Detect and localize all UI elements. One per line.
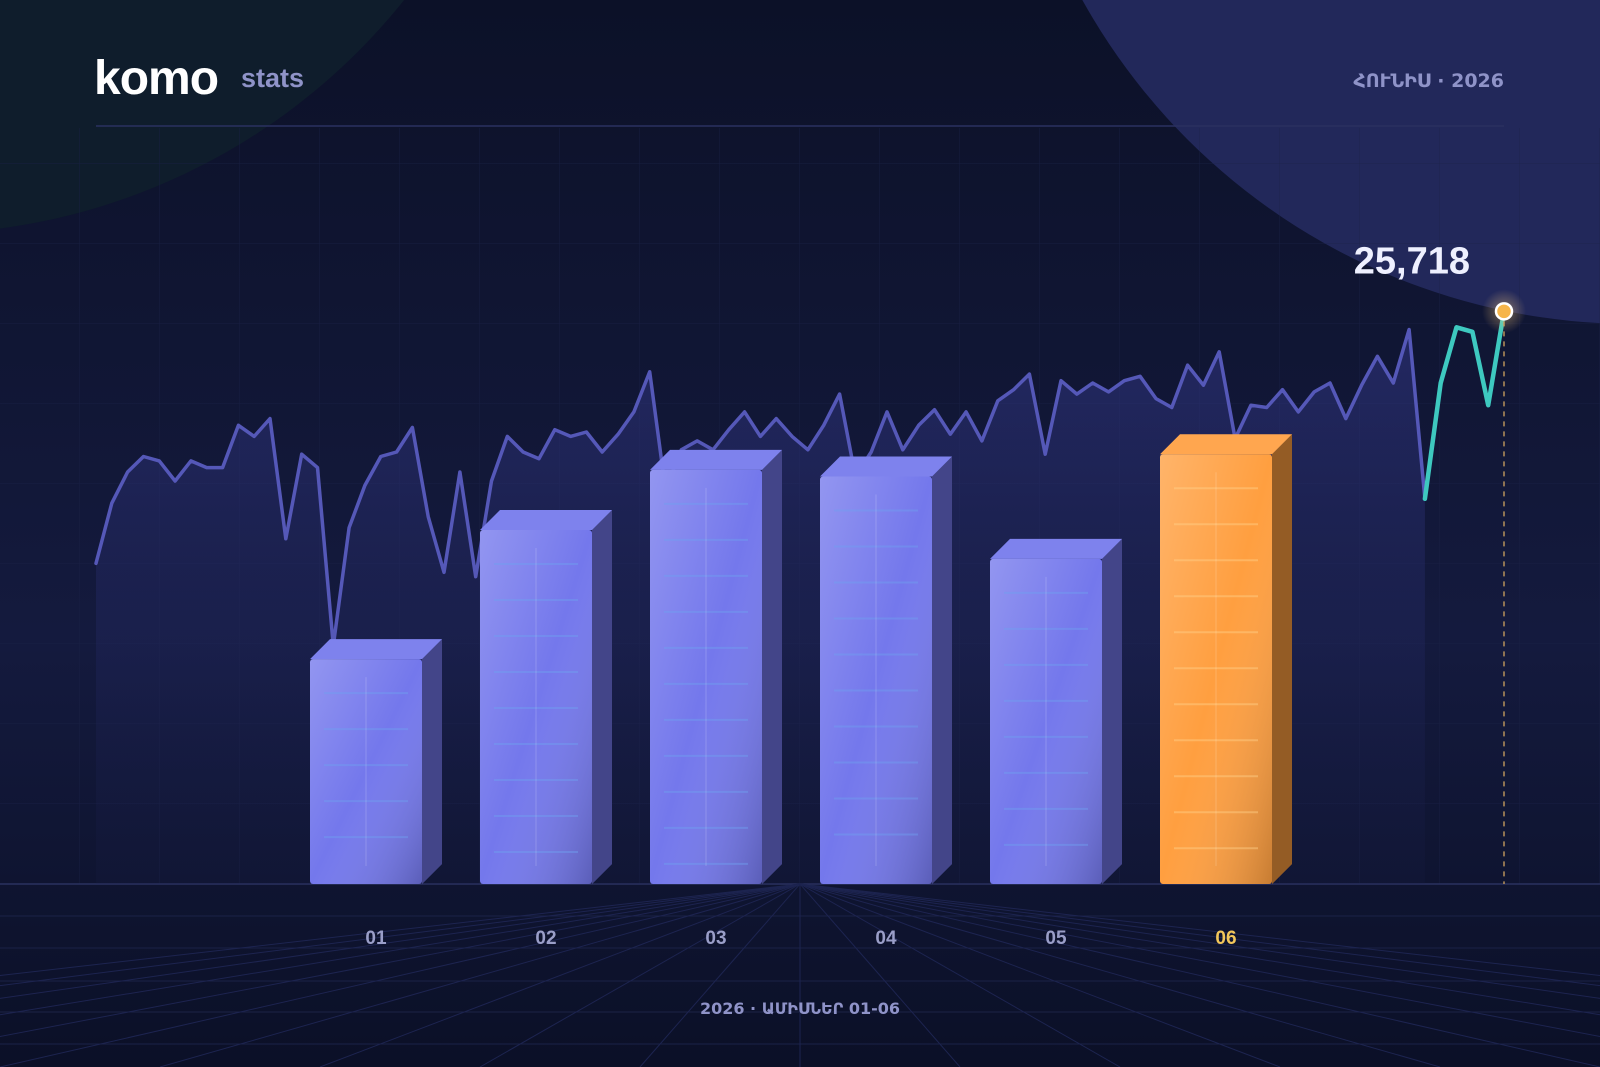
floor-ray: [0, 883, 801, 1067]
bar-top-shade: [480, 509, 612, 530]
bar-side: [932, 456, 952, 884]
floor-ray: [319, 883, 801, 1067]
x-tick-label: 04: [875, 928, 897, 949]
bar-side-shade: [762, 449, 782, 884]
bar-side: [762, 449, 782, 884]
bar-shade: [480, 529, 592, 884]
bar-top-shade: [650, 449, 782, 470]
bar-group: [310, 639, 442, 884]
bar-side-shade: [932, 456, 952, 884]
product-name: stats: [241, 63, 304, 93]
point: [1494, 302, 1514, 321]
floor-ray: [0, 883, 801, 1016]
bar-side: [422, 639, 442, 884]
plot: 25,718 01 02 03 04 05 06: [94, 240, 1526, 949]
floor-ray: [0, 883, 801, 987]
floor-ray: [799, 883, 1441, 1067]
x-tick-label: 06: [1215, 928, 1236, 949]
bar-top-shade: [990, 538, 1122, 559]
floor-ray: [0, 883, 801, 1038]
x-tick-label: 01: [365, 928, 387, 949]
bar-top: [480, 509, 612, 530]
footer-caption: 2026 · ԱՄԻՍՆԵՐ 01-06: [700, 999, 900, 1018]
floor-ray: [799, 883, 1281, 1067]
floor-ray: [159, 883, 801, 1067]
bar-top: [1160, 434, 1292, 455]
value-label: 25,718: [1354, 240, 1470, 282]
floor-ray: [799, 883, 1600, 999]
bar-side: [1272, 434, 1292, 884]
floor-ray: [799, 883, 1600, 987]
floor-ray: [0, 883, 801, 977]
floor-ray: [799, 883, 1600, 977]
line: [1422, 309, 1507, 502]
floor-ray: [0, 883, 801, 999]
bar-top-shade: [820, 456, 952, 477]
bar-top: [990, 538, 1122, 559]
bar-top: [650, 449, 782, 470]
bar-side: [1102, 538, 1122, 884]
bar-top: [310, 639, 442, 660]
bar-shade: [990, 558, 1102, 884]
floor-ray: [799, 883, 1121, 1067]
bar-side: [592, 509, 612, 884]
bar-side-shade: [1272, 434, 1292, 884]
floor-ray: [799, 883, 1600, 1067]
floor-ray: [799, 883, 961, 1067]
bar-group: [820, 456, 952, 884]
bar-group: [480, 509, 612, 884]
floor-ray: [639, 883, 801, 1067]
bar-top: [820, 456, 952, 477]
bar-top-shade: [1160, 434, 1292, 455]
x-tick-label: 03: [705, 928, 726, 949]
bar-group: [650, 449, 782, 884]
period: ՀՈՒՆԻՍ · 2026: [1353, 70, 1504, 92]
floor-ray: [799, 883, 1600, 1038]
x-tick-label: 05: [1045, 928, 1067, 949]
bar-side-shade: [1102, 538, 1122, 884]
bar-top-shade: [310, 639, 442, 660]
x-tick-label: 02: [535, 928, 556, 949]
bar-group: [990, 538, 1122, 884]
bar-shade: [820, 476, 932, 884]
bar-shade: [310, 659, 422, 884]
bar-side-shade: [422, 639, 442, 884]
bar-group: [1160, 434, 1292, 884]
bar-side-shade: [592, 509, 612, 884]
floor-ray: [799, 883, 1600, 1016]
logo: komo: [94, 52, 218, 105]
bar-shade: [1160, 454, 1272, 884]
line: [94, 327, 1427, 648]
bar-shade: [650, 469, 762, 884]
floor-ray: [479, 883, 801, 1067]
